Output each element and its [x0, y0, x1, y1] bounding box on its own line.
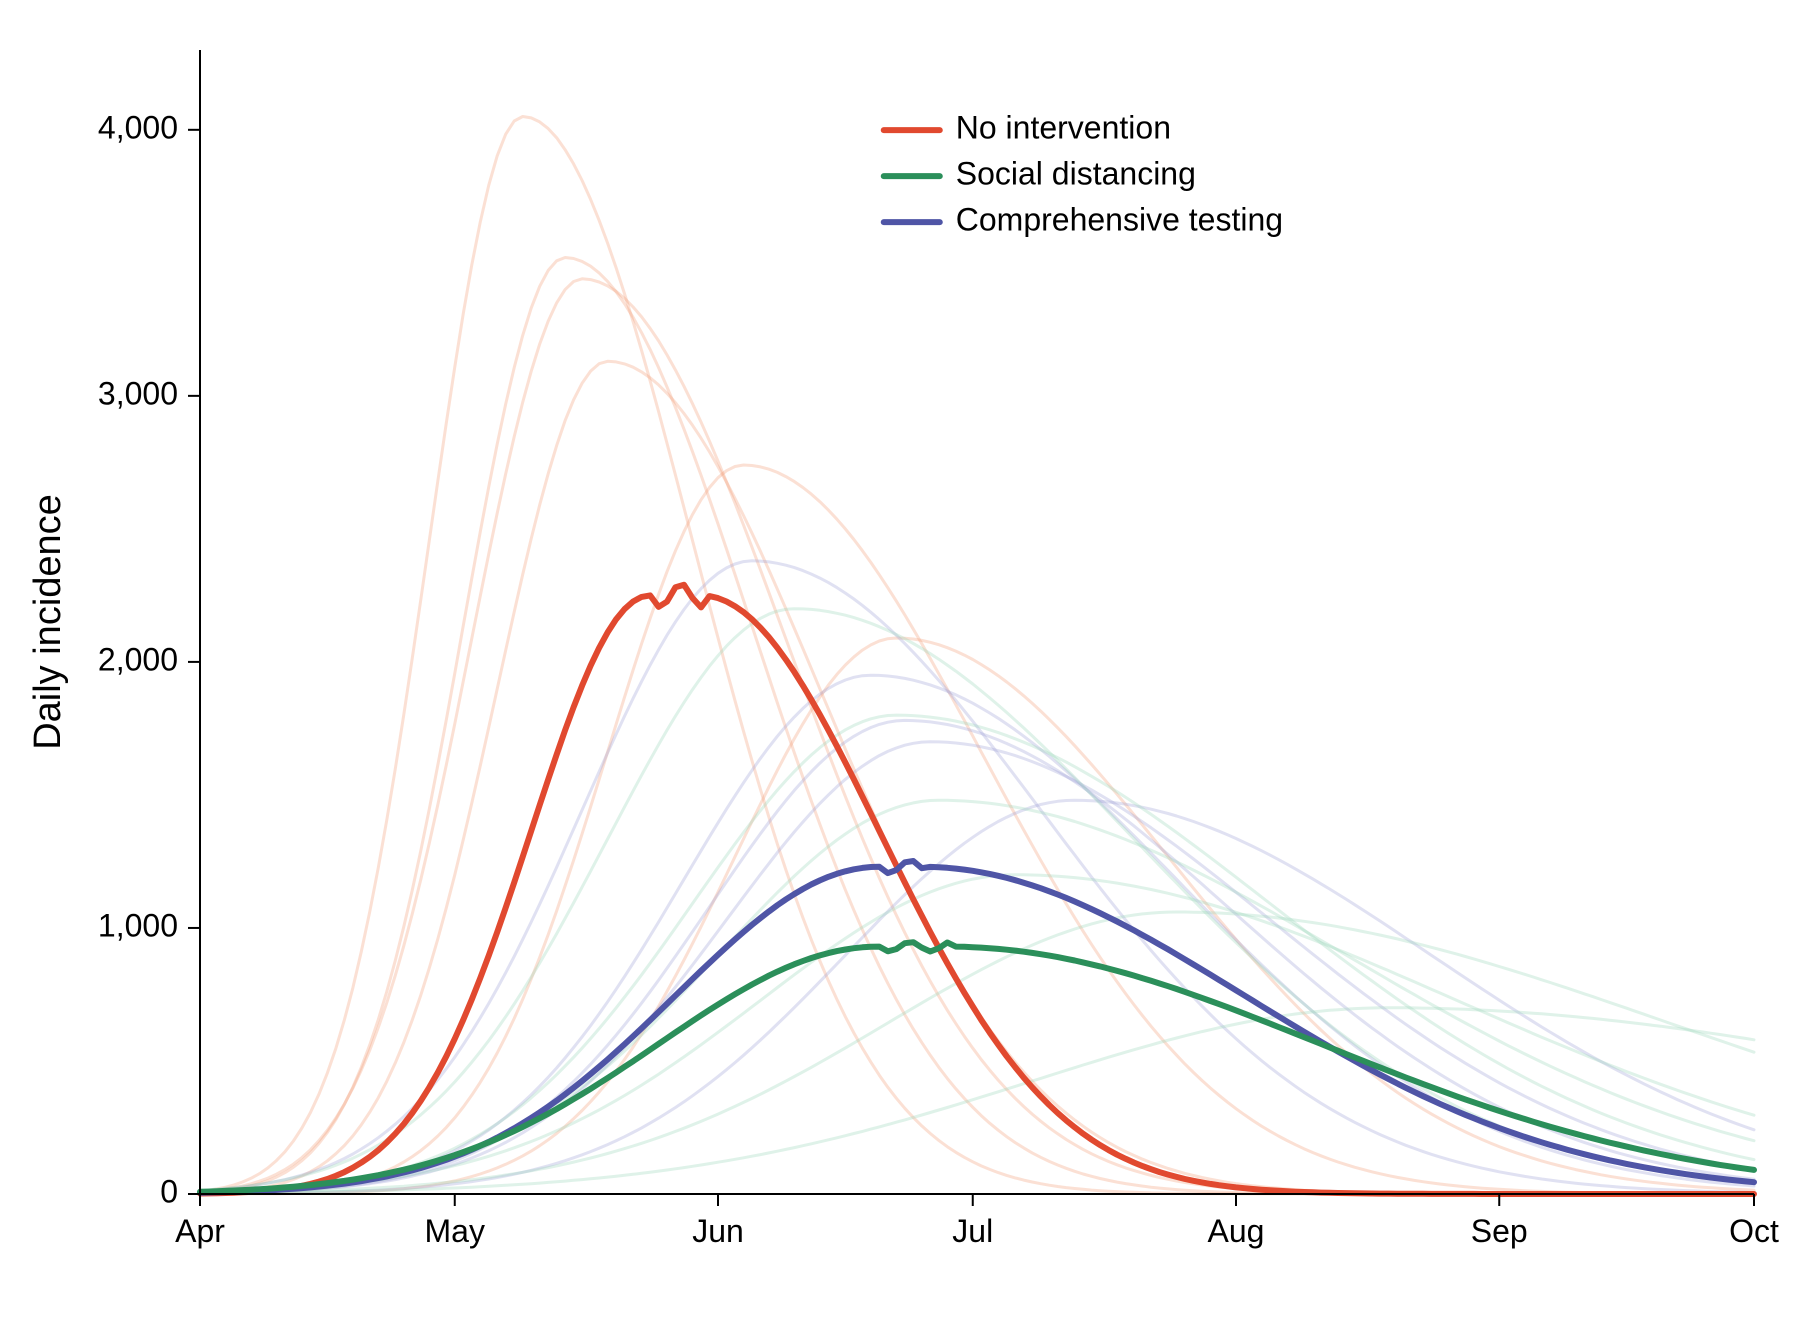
x-tick-label: Jul: [952, 1213, 993, 1249]
x-tick-label: Apr: [175, 1213, 225, 1249]
y-tick-label: 0: [160, 1173, 178, 1209]
x-tick-label: May: [425, 1213, 485, 1249]
y-axis-title: Daily incidence: [27, 494, 69, 750]
incidence-chart: 0 1,000 2,000 3,000 4,000 Apr May Jun Jul Aug Sep O…: [0, 0, 1814, 1324]
legend-label: Social distancing: [956, 156, 1196, 192]
legend-label: No intervention: [956, 110, 1171, 146]
x-tick-label: Sep: [1471, 1213, 1528, 1249]
y-tick-label: 1,000: [98, 907, 178, 943]
x-tick-label: Oct: [1729, 1213, 1779, 1249]
y-tick-label: 4,000: [98, 109, 178, 145]
y-tick-label: 3,000: [98, 375, 178, 411]
x-tick-label: Jun: [692, 1213, 744, 1249]
chart-canvas: 0 1,000 2,000 3,000 4,000 Apr May Jun Jul Aug Sep O…: [0, 0, 1814, 1324]
x-tick-label: Aug: [1208, 1213, 1265, 1249]
legend-label: Comprehensive testing: [956, 202, 1283, 238]
y-tick-label: 2,000: [98, 641, 178, 677]
